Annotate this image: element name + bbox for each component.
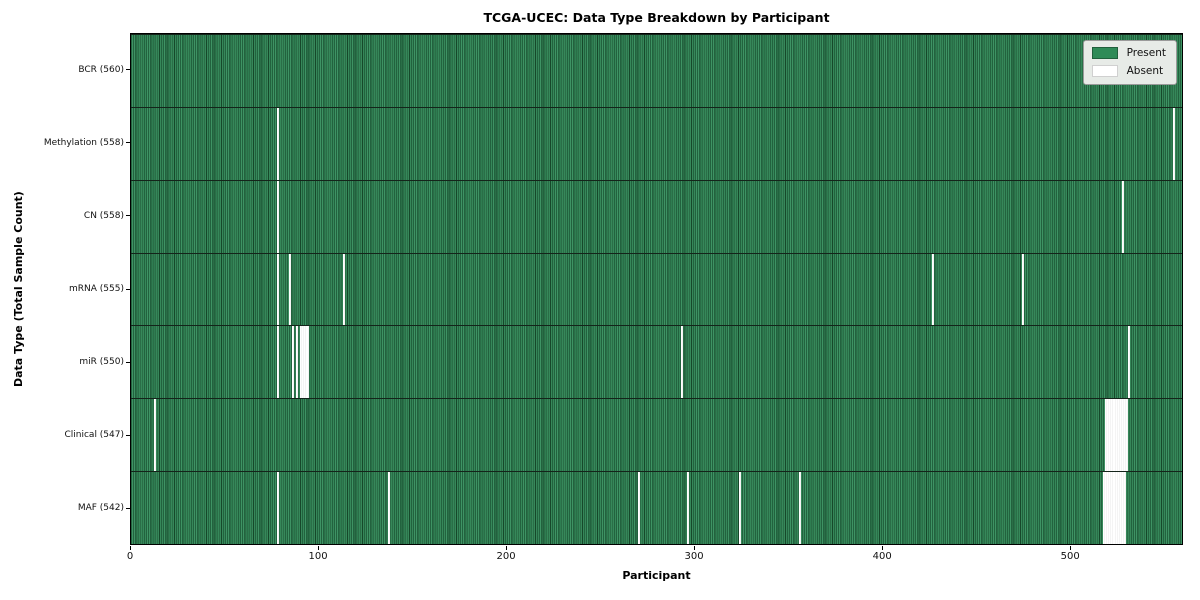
- row-mRNA: [131, 252, 1182, 326]
- absent-swatch-icon: [1091, 65, 1118, 77]
- row-Methylation: [131, 106, 1182, 180]
- x-tick-mark: [694, 546, 696, 550]
- absent-mark: [1105, 472, 1108, 544]
- y-tick-label: BCR (560): [78, 64, 124, 75]
- absent-mark: [1118, 399, 1121, 472]
- absent-mark: [739, 472, 742, 544]
- legend-absent-label: Absent: [1126, 65, 1164, 77]
- x-tick-label: 400: [872, 551, 892, 562]
- absent-mark: [277, 472, 280, 544]
- absent-mark: [799, 472, 802, 544]
- x-tick-label: 500: [1060, 551, 1080, 562]
- row-miR: [131, 325, 1182, 399]
- absent-mark: [305, 326, 308, 399]
- y-tick-mark: [126, 69, 130, 71]
- absent-mark: [1123, 399, 1126, 472]
- plot-area: Present Absent: [130, 33, 1183, 545]
- absent-mark: [1127, 326, 1130, 399]
- y-tick-label: MAF (542): [77, 503, 124, 514]
- x-tick-label: 100: [308, 551, 328, 562]
- absent-mark: [1123, 472, 1126, 544]
- absent-mark: [388, 472, 391, 544]
- present-swatch-icon: [1091, 47, 1118, 59]
- absent-mark: [1116, 399, 1119, 472]
- absent-mark: [1120, 399, 1123, 472]
- absent-mark: [1120, 472, 1123, 544]
- absent-mark: [288, 253, 291, 326]
- absent-mark: [303, 326, 306, 399]
- x-tick-mark: [506, 546, 508, 550]
- absent-mark: [1110, 472, 1113, 544]
- y-tick-label: mRNA (555): [69, 284, 124, 294]
- absent-mark: [1110, 399, 1113, 472]
- absent-mark: [1108, 399, 1111, 472]
- legend: Present Absent: [1082, 40, 1177, 85]
- x-tick-mark: [1070, 546, 1072, 550]
- absent-mark: [343, 253, 346, 326]
- y-tick-mark: [126, 507, 130, 509]
- legend-entry-absent: Absent: [1091, 65, 1166, 77]
- absent-mark: [153, 399, 156, 472]
- absent-mark: [1121, 399, 1124, 472]
- y-tick-mark: [126, 434, 130, 436]
- y-tick-mark: [126, 142, 130, 144]
- y-tick-mark: [126, 361, 130, 363]
- row-BCR: [131, 34, 1182, 107]
- row-Clinical: [131, 398, 1182, 472]
- absent-mark: [1116, 472, 1119, 544]
- absent-mark: [1114, 472, 1117, 544]
- y-tick-mark: [126, 288, 130, 290]
- absent-mark: [301, 326, 304, 399]
- absent-mark: [296, 326, 299, 399]
- y-tick-mark: [126, 215, 130, 217]
- y-tick-label: Clinical (547): [64, 430, 124, 441]
- absent-mark: [1112, 472, 1115, 544]
- x-tick-label: 200: [496, 551, 516, 562]
- absent-mark: [1172, 107, 1175, 180]
- absent-mark: [1022, 253, 1025, 326]
- y-tick-label: miR (550): [79, 357, 124, 368]
- absent-mark: [277, 326, 280, 399]
- absent-mark: [637, 472, 640, 544]
- x-tick-label: 0: [126, 551, 134, 562]
- absent-mark: [1125, 399, 1128, 472]
- absent-mark: [932, 253, 935, 326]
- absent-mark: [1103, 472, 1106, 544]
- absent-mark: [1112, 399, 1115, 472]
- y-tick-label: CN (558): [83, 210, 124, 221]
- legend-present-label: Present: [1126, 47, 1166, 59]
- x-tick-mark: [882, 546, 884, 550]
- absent-mark: [1105, 399, 1108, 472]
- legend-entry-present: Present: [1091, 47, 1166, 59]
- absent-mark: [1121, 472, 1124, 544]
- x-tick-mark: [318, 546, 320, 550]
- row-CN: [131, 179, 1182, 253]
- absent-mark: [1108, 472, 1111, 544]
- absent-mark: [277, 180, 280, 253]
- y-tick-label: Methylation (558): [43, 137, 124, 148]
- absent-mark: [277, 107, 280, 180]
- absent-mark: [307, 326, 310, 399]
- absent-mark: [277, 253, 280, 326]
- absent-mark: [1106, 399, 1109, 472]
- x-axis-label: Participant: [622, 569, 691, 582]
- absent-mark: [292, 326, 295, 399]
- absent-mark: [686, 472, 689, 544]
- absent-mark: [1114, 399, 1117, 472]
- absent-mark: [1121, 180, 1124, 253]
- x-tick-mark: [130, 546, 131, 550]
- row-MAF: [131, 471, 1182, 544]
- absent-mark: [1118, 472, 1121, 544]
- absent-mark: [680, 326, 683, 399]
- chart-title: TCGA-UCEC: Data Type Breakdown by Partic…: [483, 10, 830, 25]
- x-tick-label: 300: [684, 551, 704, 562]
- absent-mark: [1106, 472, 1109, 544]
- absent-mark: [299, 326, 302, 399]
